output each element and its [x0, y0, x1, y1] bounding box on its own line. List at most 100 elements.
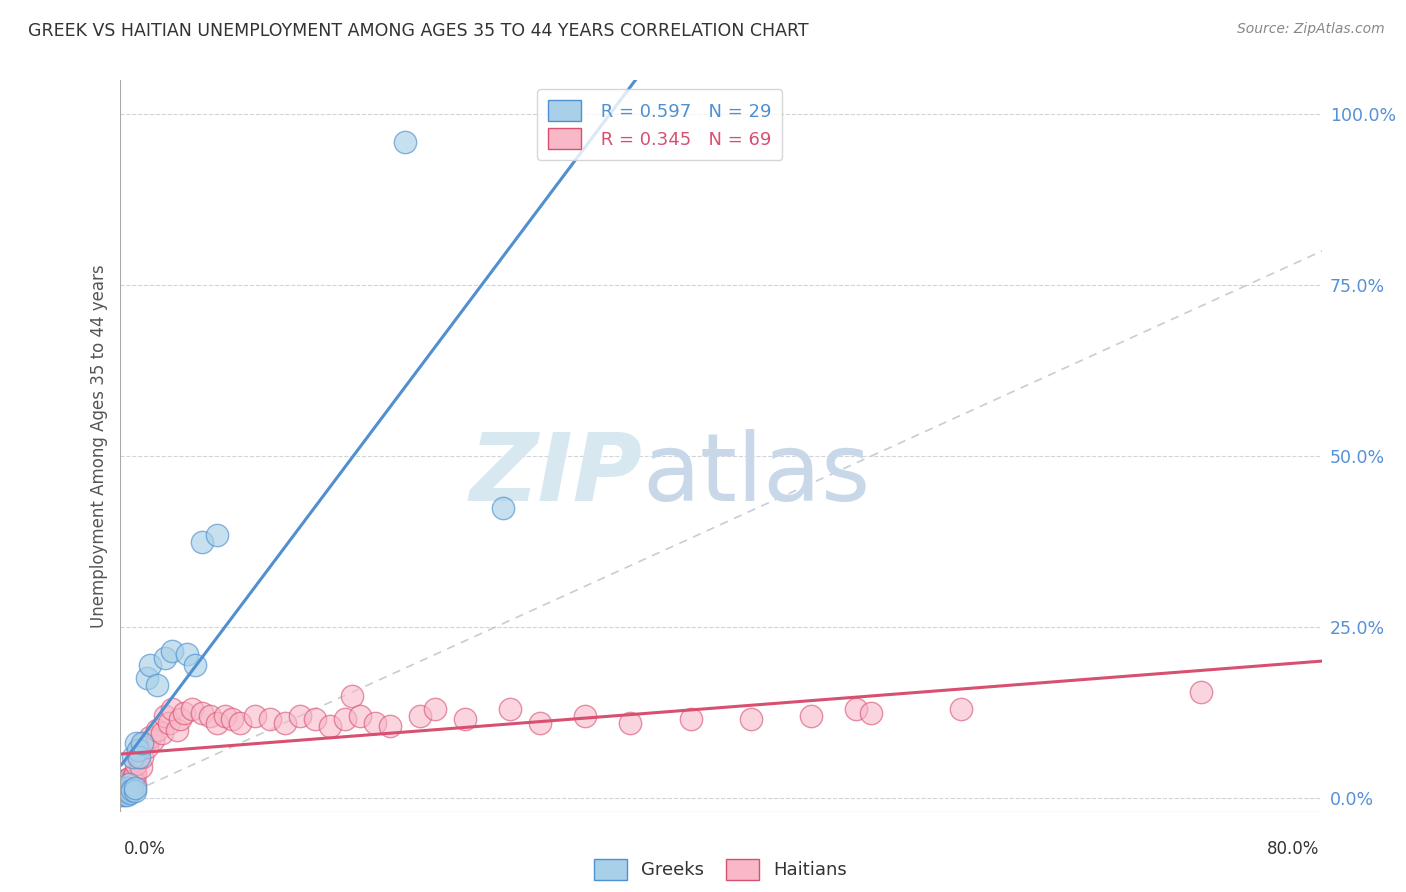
Point: [135, 739, 157, 754]
Point: [125, 736, 148, 750]
Point: [619, 715, 641, 730]
Point: [153, 651, 176, 665]
Point: [679, 713, 702, 727]
Point: [118, 774, 141, 789]
Text: GREEK VS HAITIAN UNEMPLOYMENT AMONG AGES 35 TO 44 YEARS CORRELATION CHART: GREEK VS HAITIAN UNEMPLOYMENT AMONG AGES…: [28, 22, 808, 40]
Point: [423, 702, 446, 716]
Point: [122, 771, 145, 785]
Point: [529, 715, 551, 730]
Point: [115, 788, 138, 802]
Point: [124, 767, 146, 781]
Point: [115, 777, 138, 791]
Point: [117, 777, 139, 791]
Point: [128, 743, 150, 757]
Point: [121, 782, 143, 797]
Point: [125, 756, 148, 771]
Point: [117, 771, 139, 785]
Point: [950, 702, 973, 716]
Point: [121, 777, 143, 791]
Point: [169, 713, 191, 727]
Point: [135, 672, 157, 686]
Text: ZIP: ZIP: [470, 429, 643, 521]
Point: [138, 657, 160, 672]
Point: [800, 709, 823, 723]
Point: [1189, 685, 1212, 699]
Point: [259, 713, 281, 727]
Point: [394, 135, 416, 149]
Point: [364, 715, 387, 730]
Point: [574, 709, 596, 723]
Point: [118, 771, 141, 785]
Point: [288, 709, 311, 723]
Point: [176, 648, 198, 662]
Point: [342, 689, 364, 703]
Point: [112, 784, 135, 798]
Point: [157, 715, 180, 730]
Point: [274, 715, 297, 730]
Point: [128, 750, 150, 764]
Point: [112, 784, 135, 798]
Point: [115, 784, 138, 798]
Point: [127, 743, 149, 757]
Point: [304, 713, 326, 727]
Point: [132, 736, 155, 750]
Point: [142, 733, 165, 747]
Point: [146, 723, 169, 737]
Y-axis label: Unemployment Among Ages 35 to 44 years: Unemployment Among Ages 35 to 44 years: [90, 264, 108, 628]
Point: [114, 780, 136, 795]
Point: [129, 760, 152, 774]
Point: [221, 713, 243, 727]
Point: [122, 750, 145, 764]
Point: [117, 784, 139, 798]
Point: [740, 713, 762, 727]
Point: [115, 780, 138, 795]
Text: 0.0%: 0.0%: [124, 840, 166, 858]
Point: [153, 709, 176, 723]
Point: [110, 784, 132, 798]
Point: [454, 713, 477, 727]
Point: [243, 709, 266, 723]
Point: [409, 709, 432, 723]
Point: [180, 702, 202, 716]
Point: [110, 788, 132, 802]
Point: [333, 713, 356, 727]
Point: [110, 777, 132, 791]
Point: [845, 702, 868, 716]
Point: [124, 777, 146, 791]
Point: [859, 706, 882, 720]
Text: atlas: atlas: [643, 429, 870, 521]
Point: [111, 774, 134, 789]
Point: [138, 730, 160, 744]
Point: [205, 715, 228, 730]
Point: [122, 774, 145, 789]
Point: [114, 774, 136, 789]
Point: [198, 709, 221, 723]
Point: [160, 702, 183, 716]
Point: [124, 784, 146, 798]
Point: [160, 644, 183, 658]
Point: [146, 678, 169, 692]
Point: [173, 706, 195, 720]
Text: 80.0%: 80.0%: [1267, 840, 1319, 858]
Point: [499, 702, 522, 716]
Point: [112, 777, 135, 791]
Point: [349, 709, 371, 723]
Point: [118, 786, 141, 800]
Text: Source: ZipAtlas.com: Source: ZipAtlas.com: [1237, 22, 1385, 37]
Point: [319, 719, 342, 733]
Point: [183, 657, 205, 672]
Point: [492, 500, 515, 515]
Point: [191, 706, 214, 720]
Point: [114, 784, 136, 798]
Point: [228, 715, 252, 730]
Point: [111, 780, 134, 795]
Point: [214, 709, 236, 723]
Point: [150, 726, 173, 740]
Point: [117, 780, 139, 795]
Point: [111, 786, 134, 800]
Point: [112, 788, 135, 802]
Point: [124, 780, 146, 795]
Point: [121, 780, 143, 795]
Point: [378, 719, 401, 733]
Point: [127, 750, 149, 764]
